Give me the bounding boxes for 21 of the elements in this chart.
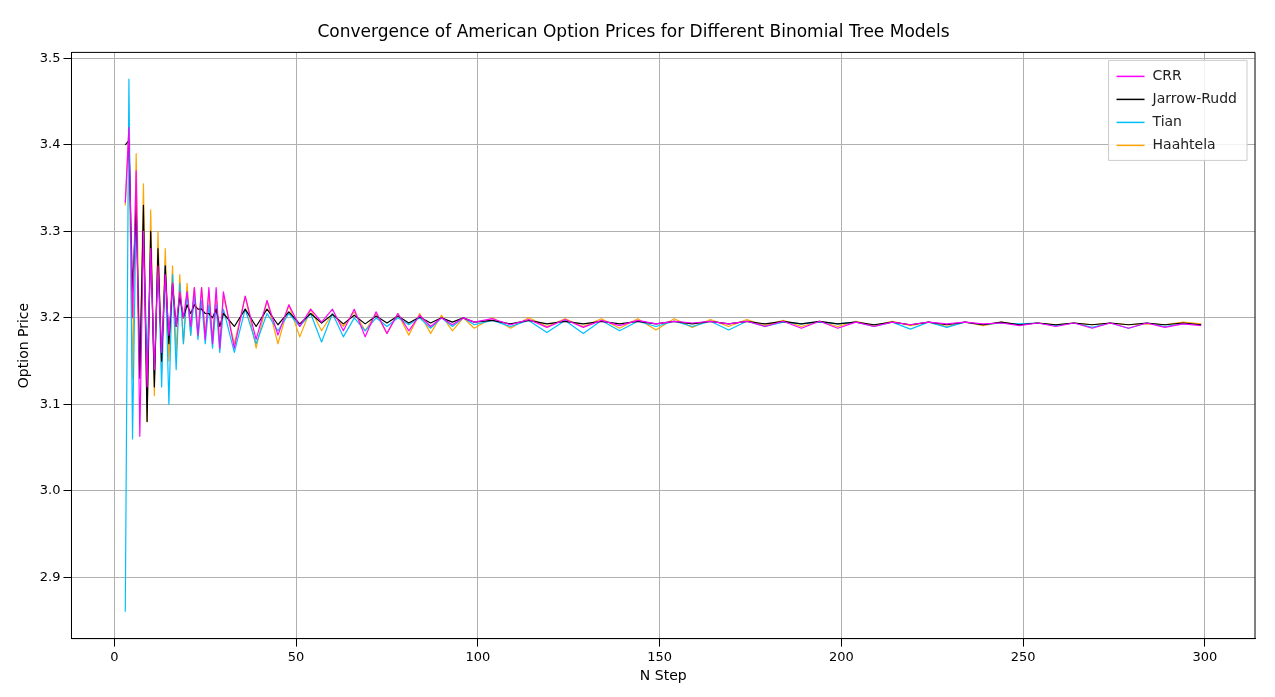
legend-label: Jarrow-Rudd <box>1151 90 1238 107</box>
y-tick-label: 3.5 <box>39 49 61 65</box>
y-tick-label: 3.3 <box>39 222 61 238</box>
x-tick-label: 250 <box>1010 648 1036 664</box>
x-tick-label: 0 <box>110 648 119 664</box>
x-tick-label: 200 <box>828 648 854 664</box>
y-tick-label: 3.0 <box>39 482 61 498</box>
legend-label: Haahtela <box>1152 136 1216 153</box>
legend-label: CRR <box>1152 67 1183 84</box>
y-axis-title: Option Price <box>15 302 32 389</box>
x-tick-label: 50 <box>287 648 305 664</box>
y-tick-label: 3.1 <box>39 395 61 411</box>
legend-label: Tian <box>1151 113 1182 130</box>
x-tick-label: 150 <box>647 648 673 664</box>
chart-title: Convergence of American Option Prices for Different Binomial Tree Models <box>317 20 950 41</box>
y-tick-label: 3.2 <box>39 309 61 325</box>
y-tick-label: 3.4 <box>39 136 61 152</box>
x-tick-label: 300 <box>1192 648 1218 664</box>
x-axis-title: N Step <box>639 667 687 684</box>
y-tick-label: 2.9 <box>39 568 61 584</box>
x-tick-label: 100 <box>465 648 491 664</box>
